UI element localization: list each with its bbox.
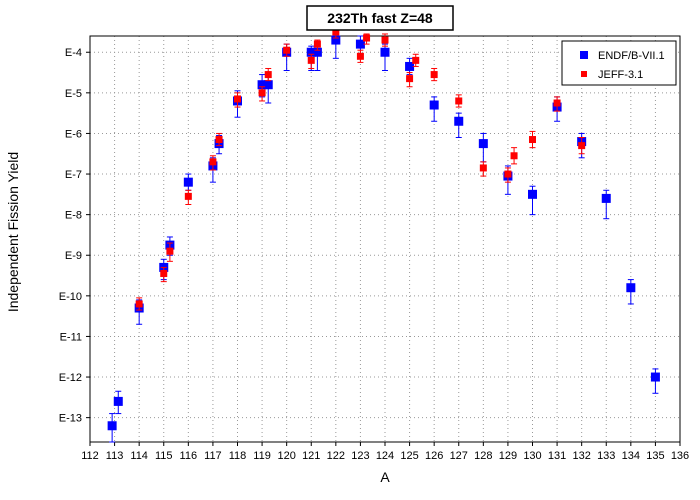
y-tick-label: E-6: [65, 128, 82, 140]
x-tick-label: 112: [81, 450, 99, 462]
data-point: [331, 35, 341, 45]
legend-label-jeff: JEFF-3.1: [598, 69, 643, 81]
data-point: [209, 158, 217, 166]
data-point: [650, 372, 660, 382]
data-point: [363, 34, 371, 42]
x-tick-label: 113: [106, 450, 124, 462]
data-point: [479, 164, 487, 172]
x-tick-label: 129: [499, 450, 517, 462]
data-point: [429, 100, 439, 110]
x-tick-label: 117: [204, 450, 222, 462]
data-point: [160, 270, 168, 278]
y-tick-label: E-13: [59, 413, 82, 425]
x-tick-label: 116: [180, 450, 198, 462]
y-tick-label: E-12: [59, 372, 82, 384]
x-tick-label: 127: [450, 450, 468, 462]
legend-label-endf: ENDF/B-VII.1: [598, 50, 665, 62]
data-point: [406, 75, 414, 83]
data-point: [553, 99, 561, 107]
data-point: [313, 40, 321, 48]
data-point: [430, 71, 438, 79]
x-tick-label: 131: [548, 450, 566, 462]
x-tick-label: 115: [155, 450, 173, 462]
series-jeff: [135, 27, 586, 311]
data-point: [215, 136, 223, 144]
legend-marker-jeff: [581, 71, 587, 77]
x-tick-label: 118: [229, 450, 247, 462]
legend-marker-endf: [580, 51, 588, 59]
data-point: [306, 47, 316, 57]
data-point: [332, 28, 340, 36]
x-tick-label: 124: [376, 450, 394, 462]
chart-title-group: 232Th fast Z=48: [306, 5, 454, 31]
data-point: [166, 247, 174, 255]
axis-ticks: 112 113 114 115 116 117 118 119 120 121 122 123 124 1…: [59, 47, 689, 462]
data-point: [626, 283, 636, 293]
data-point: [454, 116, 464, 126]
x-tick-label: 122: [327, 450, 345, 462]
x-tick-label: 119: [253, 450, 271, 462]
data-point: [601, 193, 611, 203]
x-tick-label: 136: [671, 450, 689, 462]
x-tick-label: 120: [277, 450, 295, 462]
x-tick-label: 125: [400, 450, 418, 462]
data-point: [135, 300, 143, 308]
data-point: [478, 139, 488, 149]
y-tick-label: E-5: [65, 88, 82, 100]
x-tick-label: 130: [523, 450, 541, 462]
x-tick-label: 114: [130, 450, 148, 462]
x-tick-label: 134: [622, 450, 640, 462]
data-point: [107, 421, 117, 431]
data-point: [504, 170, 512, 178]
chart-title: 232Th fast Z=48: [327, 10, 433, 26]
data-point: [355, 39, 365, 49]
data-point: [510, 152, 518, 160]
data-point: [529, 136, 536, 144]
data-point: [184, 192, 192, 200]
data-point: [257, 80, 267, 90]
y-tick-label: E-9: [65, 250, 82, 262]
data-point: [405, 61, 415, 71]
data-point: [263, 80, 273, 90]
y-tick-label: E-7: [65, 169, 82, 181]
chart-title-box: [306, 5, 454, 31]
data-point: [455, 97, 463, 105]
data-point: [264, 71, 272, 79]
data-point: [356, 52, 364, 60]
data-point: [528, 189, 537, 199]
data-point: [283, 46, 291, 54]
x-tick-label: 132: [572, 450, 590, 462]
data-point: [183, 177, 193, 187]
data-point: [380, 47, 390, 57]
data-point: [113, 396, 123, 406]
x-tick-label: 135: [646, 450, 664, 462]
data-point: [381, 36, 389, 44]
legend: ENDF/B-VII.1 JEFF-3.1: [561, 40, 677, 86]
y-tick-label: E-4: [65, 47, 82, 59]
y-tick-label: E-8: [65, 210, 82, 222]
data-series: [107, 27, 660, 443]
data-point: [412, 56, 420, 64]
x-tick-label: 126: [425, 450, 443, 462]
data-point: [307, 56, 315, 64]
y-axis-label: Independent Fission Yield: [5, 152, 21, 312]
x-tick-label: 128: [474, 450, 492, 462]
x-tick-label: 133: [597, 450, 615, 462]
x-axis-label: A: [380, 469, 390, 485]
legend-box: [561, 40, 677, 86]
x-tick-label: 123: [351, 450, 369, 462]
y-tick-label: E-11: [60, 331, 82, 343]
data-point: [578, 142, 586, 150]
x-tick-label: 121: [302, 450, 320, 462]
data-point: [258, 89, 266, 97]
data-point: [234, 95, 241, 103]
data-point: [312, 47, 322, 57]
y-tick-label: E-10: [59, 291, 82, 303]
